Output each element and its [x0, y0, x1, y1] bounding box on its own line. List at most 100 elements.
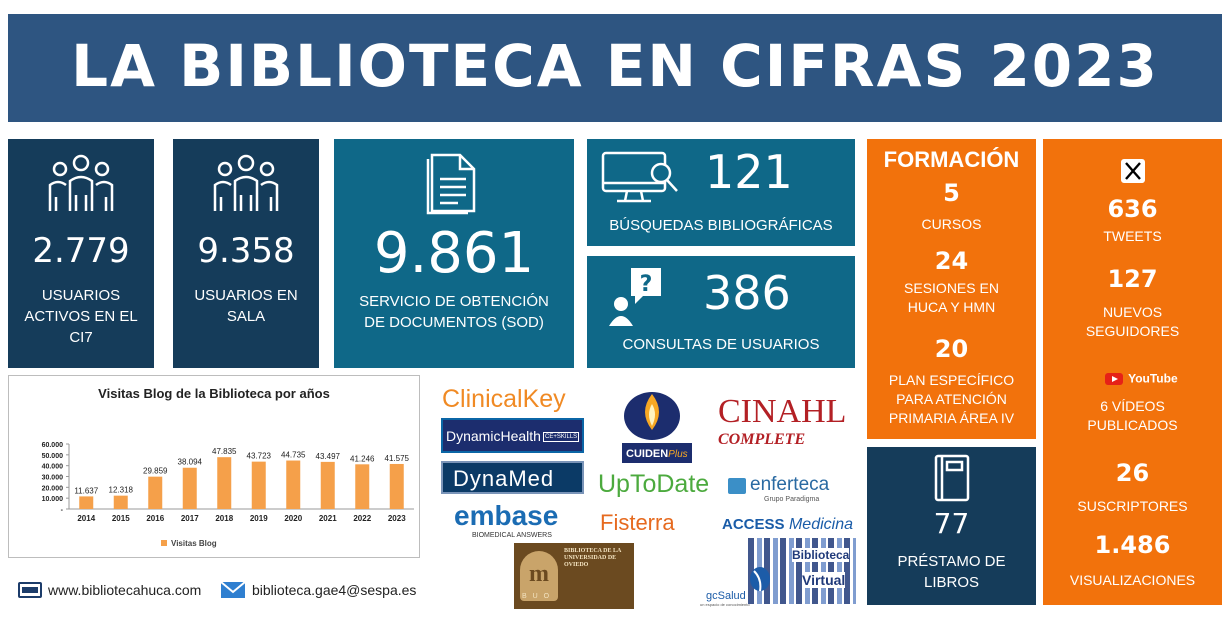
bibliotecavirtual-logo: Biblioteca Virtual — [748, 538, 858, 606]
subscribers-label: SUSCRIPTORES — [1077, 498, 1188, 514]
cuiden-flame-icon — [624, 392, 680, 440]
dynamichealth-wordmark: DynamicHealth — [446, 428, 541, 444]
sod-card: 9.861 SERVICIO DE OBTENCIÓN DE DOCUMENTO… — [334, 139, 574, 368]
embase-logo: embase BIOMEDICAL ANSWERS — [446, 500, 582, 542]
embase-subtitle: BIOMEDICAL ANSWERS — [472, 532, 552, 539]
medicina-wordmark: Medicina — [788, 516, 853, 533]
room-users-value: 9.358 — [197, 231, 295, 271]
bar-2020 — [286, 460, 301, 509]
access-wordmark: ACCESS — [722, 516, 785, 533]
followers-value: 127 — [1107, 265, 1158, 293]
uptodate-wordmark: UpToDate — [598, 470, 710, 498]
cuiden-plus: Plus — [668, 449, 688, 460]
x-tick-label-2021: 2021 — [319, 514, 337, 523]
bar-2015 — [113, 495, 128, 509]
loans-label: PRÉSTAMO DE LIBROS — [897, 553, 1006, 591]
x-tick-label-2017: 2017 — [181, 514, 199, 523]
plan-label: PLAN ESPECÍFICO PARA ATENCIÓN PRIMARIA Á… — [888, 372, 1015, 426]
active-users-label: USUARIOS ACTIVOS EN EL CI7 — [24, 287, 138, 346]
courses-label: CURSOS — [921, 216, 982, 232]
loans-value: 77 — [933, 507, 970, 540]
data-label-2016: 29.859 — [143, 467, 168, 476]
x-tick-label-2020: 2020 — [284, 514, 302, 523]
bar-2019 — [251, 461, 266, 509]
blog-visits-chart: Visitas Blog de la Biblioteca por años -… — [8, 375, 420, 558]
buo-logo: m BIBLIOTECA DE LA UNIVERSIDAD DE OVIEDO… — [514, 543, 634, 609]
gcsalud-wordmark: gcSalud — [706, 590, 746, 602]
sessions-value: 24 — [934, 247, 969, 275]
user-question-icon: ? — [609, 268, 661, 326]
chart-title: Visitas Blog de la Biblioteca por años — [98, 386, 330, 401]
website-link[interactable]: www.bibliotecahuca.com — [48, 582, 202, 598]
enferteca-icon — [728, 478, 746, 494]
data-label-2017: 38.094 — [178, 458, 203, 467]
tweets-value: 636 — [1107, 195, 1158, 223]
email-icon — [220, 580, 246, 603]
legend-swatch — [161, 540, 167, 546]
data-label-2015: 12.318 — [109, 486, 134, 495]
bar-2023 — [389, 463, 404, 509]
contact-bar: www.bibliotecahuca.com biblioteca.gae4@s… — [18, 580, 438, 602]
training-card: FORMACIÓN 5 CURSOS 24 SESIONES EN HUCA Y… — [867, 139, 1036, 439]
data-label-2022: 41.246 — [350, 454, 375, 463]
x-tick-label-2016: 2016 — [146, 514, 164, 523]
views-value: 1.486 — [1094, 531, 1171, 559]
enferteca-wordmark: enferteca — [750, 474, 830, 495]
dynamichealth-logo: DynamicHealth CE+SKILLS — [441, 418, 584, 453]
data-label-2020: 44.735 — [281, 451, 306, 460]
chart-canvas: Visitas Blog de la Biblioteca por años -… — [42, 386, 414, 548]
buo-letters: B U O — [522, 593, 552, 600]
enferteca-subtitle: Grupo Paradigma — [764, 496, 820, 503]
training-title: FORMACIÓN — [883, 147, 1020, 172]
subscribers-value: 26 — [1115, 459, 1150, 487]
plan-value: 20 — [934, 335, 969, 363]
youtube-play-icon — [1105, 372, 1123, 385]
queries-card: ? 386 CONSULTAS DE USUARIOS — [587, 256, 855, 368]
bar-2018 — [217, 457, 232, 509]
buo-title: BIBLIOTECA DE LA UNIVERSIDAD DE OVIEDO — [564, 548, 622, 568]
y-tick-label: - — [61, 507, 64, 514]
users-group-icon — [48, 154, 114, 211]
followers-label: NUEVOS SEGUIDORES — [1085, 304, 1180, 339]
active-users-value: 2.779 — [32, 231, 130, 271]
x-tick-label-2015: 2015 — [112, 514, 130, 523]
searches-value: 121 — [705, 145, 793, 199]
searches-card: 121 BÚSQUEDAS BIBLIOGRÁFICAS — [587, 139, 855, 246]
fisterra-logo: Fisterra — [600, 510, 710, 538]
tweets-label: TWEETS — [1103, 228, 1162, 244]
data-label-2023: 41.575 — [385, 454, 410, 463]
x-tick-label-2018: 2018 — [215, 514, 233, 523]
data-label-2018: 47.835 — [212, 447, 237, 456]
embase-wordmark: embase — [454, 500, 559, 531]
buo-emblem: m — [520, 551, 558, 601]
social-card: 636 TWEETS 127 NUEVOS SEGUIDORES YouTube… — [1043, 139, 1222, 605]
data-label-2014: 11.637 — [74, 486, 98, 495]
bar-2016 — [148, 476, 163, 509]
monitor-search-icon — [601, 151, 678, 203]
cinahl-logo: CINAHL COMPLETE — [716, 393, 852, 455]
x-tick-label-2019: 2019 — [250, 514, 268, 523]
youtube-wordmark: YouTube — [1128, 371, 1178, 386]
room-users-card: 9.358 USUARIOS EN SALA — [173, 139, 319, 368]
page-title: LA BIBLIOTECA EN CIFRAS 2023 — [71, 32, 1159, 100]
website-icon — [18, 582, 42, 598]
bv-word-1: Biblioteca — [792, 548, 850, 562]
queries-value: 386 — [703, 266, 791, 320]
accessmedicina-logo: ACCESS Medicina — [722, 516, 862, 538]
y-tick-label: 20.000 — [42, 485, 64, 492]
bar-2017 — [182, 467, 197, 509]
y-tick-label: 30.000 — [42, 475, 64, 482]
y-tick-label: 60.000 — [42, 442, 64, 449]
data-label-2021: 43.497 — [316, 452, 341, 461]
book-icon — [934, 454, 970, 502]
clinicalkey-wordmark: ClinicalKey — [442, 385, 566, 413]
svg-text:?: ? — [640, 272, 653, 297]
y-tick-label: 10.000 — [42, 496, 64, 503]
y-tick-label: 40.000 — [42, 464, 64, 471]
bar-2022 — [355, 464, 370, 509]
legend-label: Visitas Blog — [171, 539, 217, 548]
clinicalkey-logo: ClinicalKey — [442, 385, 588, 415]
room-users-label: USUARIOS EN SALA — [194, 287, 298, 325]
email-link[interactable]: biblioteca.gae4@sespa.es — [252, 582, 417, 598]
uptodate-logo: UpToDate — [598, 470, 718, 500]
